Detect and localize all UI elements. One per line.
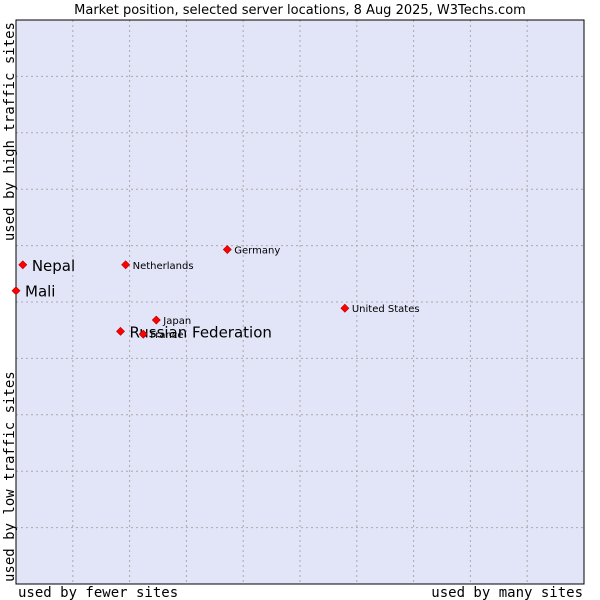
- point-marker-france: [138, 329, 148, 339]
- x-axis-label-right: used by many sites: [431, 585, 583, 600]
- y-axis-label-bottom: used by low traffic sites: [2, 371, 18, 582]
- point-marker-germany: [222, 245, 232, 254]
- data-points: Nepal Mali Russian Federation Netherlands Ge…: [11, 245, 420, 341]
- point-label-russian-federation: Russian Federation: [130, 323, 272, 341]
- x-axis-label-left: used by fewer sites: [18, 585, 178, 600]
- point-label-netherlands: Netherlands: [133, 261, 194, 272]
- point-marker-netherlands: [121, 260, 131, 270]
- point-marker-mali: [11, 286, 21, 296]
- chart-title: Market position, selected server locatio…: [74, 3, 526, 18]
- plot-frame: [15, 19, 585, 585]
- grid-lines: [16, 20, 584, 584]
- point-label-united-states: United States: [352, 304, 420, 315]
- point-label-nepal: Nepal: [32, 257, 75, 275]
- point-label-mali: Mali: [25, 283, 55, 301]
- point-marker-russian-federation: [116, 326, 125, 336]
- point-label-japan: Japan: [162, 316, 191, 327]
- y-axis-label-top: used by high traffic sites: [2, 22, 18, 241]
- point-marker-nepal: [18, 260, 28, 270]
- point-marker-united-states: [340, 303, 350, 313]
- point-marker-japan: [151, 315, 161, 325]
- point-label-germany: Germany: [234, 246, 280, 257]
- point-label-france: France: [150, 330, 183, 341]
